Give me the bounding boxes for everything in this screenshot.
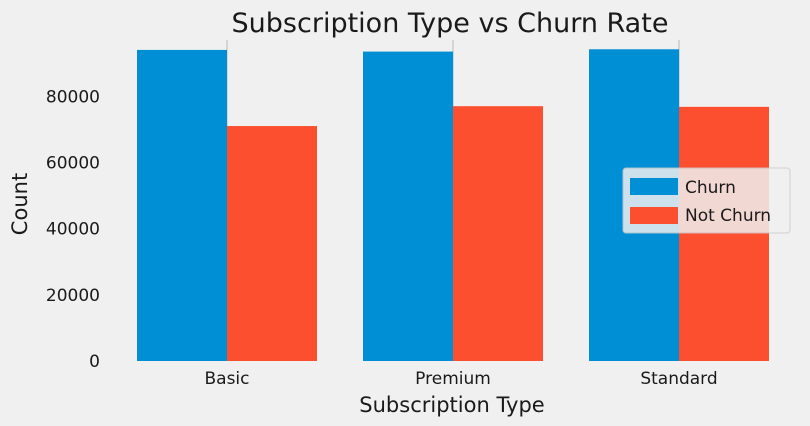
x-axis-label: Subscription Type	[359, 393, 544, 417]
bar-not-churn-basic	[227, 126, 317, 362]
bar-not-churn-premium	[453, 106, 543, 361]
x-tick-label: Basic	[204, 369, 249, 389]
chart-title: Subscription Type vs Churn Rate	[232, 8, 669, 39]
bar-churn-basic	[137, 49, 227, 362]
legend-label-churn: Churn	[685, 178, 736, 198]
x-tick-label: Premium	[415, 369, 491, 389]
y-tick-label: 80000	[46, 87, 100, 107]
bar-not-churn-standard	[679, 106, 769, 362]
legend-label-not-churn: Not Churn	[685, 206, 771, 226]
x-ticks: Basic Premium Standard	[204, 369, 717, 389]
legend: Churn Not Churn	[622, 167, 791, 234]
y-axis-label: Count	[8, 173, 32, 235]
bar-churn-premium	[363, 51, 453, 362]
y-tick-label: 20000	[46, 286, 100, 306]
y-tick-label: 40000	[46, 220, 100, 240]
bars	[137, 49, 769, 362]
x-tick-label: Standard	[640, 369, 717, 389]
y-tick-label: 60000	[46, 153, 100, 173]
legend-swatch-churn	[630, 178, 678, 195]
legend-swatch-not-churn	[630, 207, 678, 224]
y-tick-label: 0	[89, 352, 100, 372]
y-ticks: 0 20000 40000 60000 80000	[46, 87, 100, 372]
